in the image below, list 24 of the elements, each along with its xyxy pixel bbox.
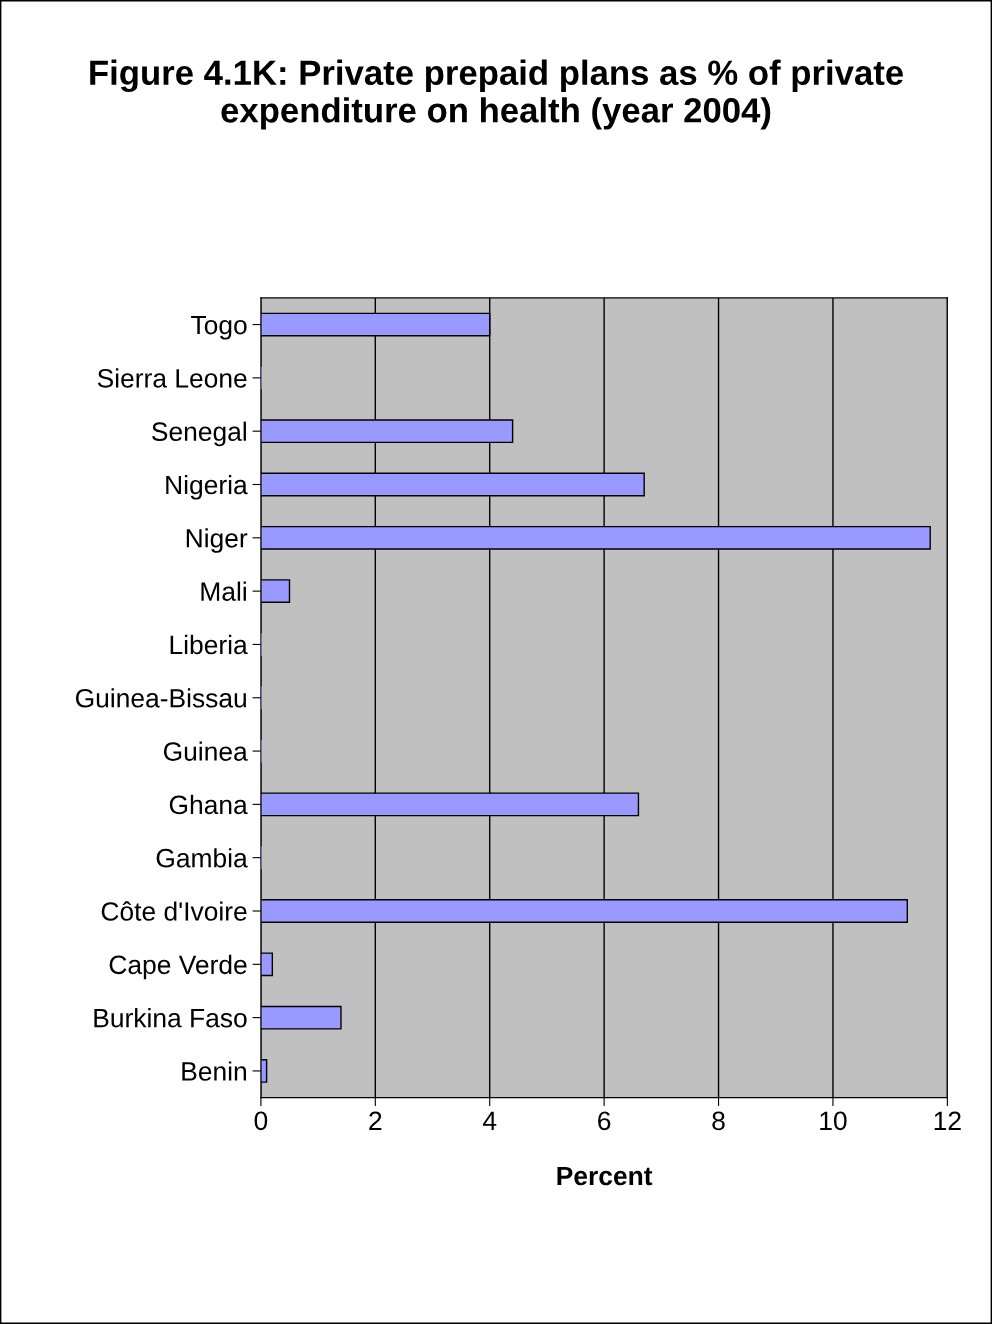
x-tick-label: 10 xyxy=(820,1111,847,1131)
x-tick-label: 8 xyxy=(712,1111,725,1131)
y-tick-label: Guinea-Bissau xyxy=(75,688,246,708)
y-tick-label: Senegal xyxy=(152,421,246,447)
y-tick-label: Côte d'Ivoire xyxy=(101,901,247,921)
y-tick-label: Guinea xyxy=(163,741,248,761)
y-tick-label: Benin xyxy=(182,1061,246,1081)
x-axis-title: Percent xyxy=(557,1166,653,1186)
y-tick-label: Cape Verde xyxy=(109,954,247,980)
y-tick-label: Mali xyxy=(201,581,246,601)
y-tick-label: Ghana xyxy=(169,794,248,815)
x-tick-label: 4 xyxy=(482,1111,497,1130)
y-tick-label: Niger xyxy=(186,528,248,553)
x-tick-label: 0 xyxy=(254,1111,268,1131)
y-tick-label: Liberia xyxy=(170,634,248,655)
chart-title: Figure 4.1K: Private prepaid plans as % of private expenditure on health (year 2004) xyxy=(90,59,903,130)
y-tick-label: Sierra Leone xyxy=(97,368,247,388)
x-tick-label: 12 xyxy=(934,1111,961,1130)
x-tick-label: 6 xyxy=(598,1111,611,1131)
y-tick-label: Togo xyxy=(191,315,247,340)
y-tick-label: Nigeria xyxy=(166,474,248,500)
y-tick-label: Burkina Faso xyxy=(94,1008,247,1028)
y-tick-label: Gambia xyxy=(156,848,248,868)
x-tick-label: 2 xyxy=(369,1111,382,1130)
